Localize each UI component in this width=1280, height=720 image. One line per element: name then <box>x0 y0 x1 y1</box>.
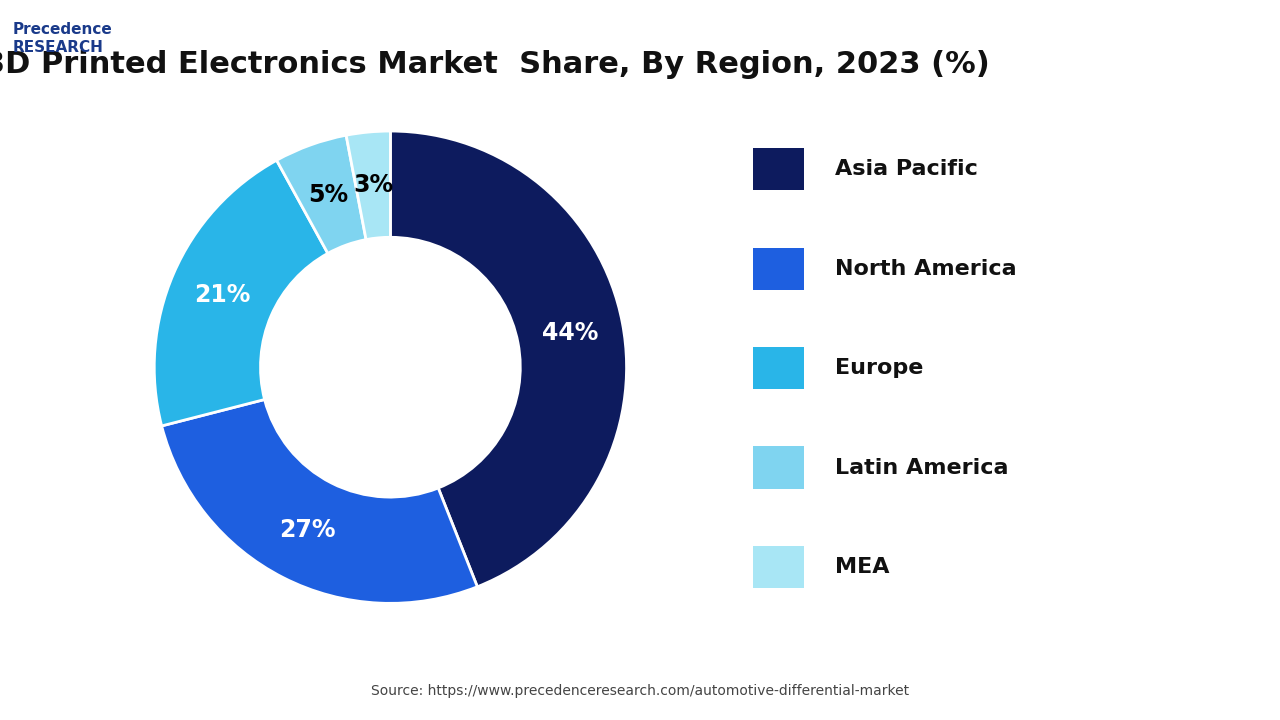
Text: Precedence
RESEARCH: Precedence RESEARCH <box>13 22 113 55</box>
Text: 3%: 3% <box>353 173 393 197</box>
Text: Source: https://www.precedenceresearch.com/automotive-differential-market: Source: https://www.precedenceresearch.c… <box>371 685 909 698</box>
Text: MEA: MEA <box>835 557 890 577</box>
Text: 27%: 27% <box>279 518 335 542</box>
Text: 3D Printed Electronics Market  Share, By Region, 2023 (%): 3D Printed Electronics Market Share, By … <box>0 50 989 79</box>
Text: Asia Pacific: Asia Pacific <box>835 159 978 179</box>
Text: 44%: 44% <box>541 321 598 345</box>
FancyBboxPatch shape <box>753 148 804 190</box>
Text: North America: North America <box>835 258 1016 279</box>
Text: Latin America: Latin America <box>835 457 1009 477</box>
Text: Europe: Europe <box>835 358 923 378</box>
FancyBboxPatch shape <box>753 546 804 588</box>
Wedge shape <box>155 161 328 426</box>
Wedge shape <box>276 135 366 253</box>
FancyBboxPatch shape <box>753 248 804 289</box>
Wedge shape <box>346 131 390 240</box>
Text: 5%: 5% <box>308 183 348 207</box>
FancyBboxPatch shape <box>753 347 804 389</box>
Wedge shape <box>390 131 626 587</box>
FancyBboxPatch shape <box>753 446 804 489</box>
Text: 21%: 21% <box>195 282 251 307</box>
Wedge shape <box>161 400 477 603</box>
